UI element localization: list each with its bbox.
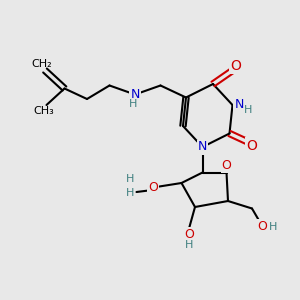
Text: H: H: [244, 105, 252, 116]
Text: O: O: [230, 59, 241, 73]
Text: O: O: [184, 227, 194, 241]
Text: O: O: [148, 181, 158, 194]
Text: H: H: [269, 221, 277, 232]
Text: CH₃: CH₃: [33, 106, 54, 116]
Text: H: H: [126, 188, 135, 199]
Text: H: H: [185, 239, 193, 250]
Text: H: H: [126, 173, 135, 184]
Text: N: N: [198, 140, 207, 154]
Text: O: O: [222, 159, 231, 172]
Text: N: N: [130, 88, 140, 101]
Text: H: H: [129, 99, 138, 109]
Text: O: O: [247, 139, 257, 152]
Text: O: O: [258, 220, 267, 233]
Text: CH₂: CH₂: [32, 59, 52, 70]
Text: N: N: [234, 98, 244, 112]
